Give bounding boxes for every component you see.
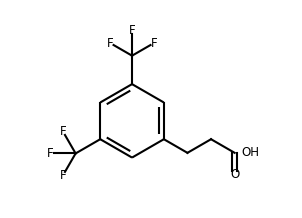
Text: F: F bbox=[150, 37, 157, 50]
Text: F: F bbox=[47, 147, 54, 160]
Text: F: F bbox=[60, 125, 66, 138]
Text: F: F bbox=[60, 169, 66, 182]
Text: O: O bbox=[230, 168, 239, 181]
Text: F: F bbox=[107, 37, 114, 50]
Text: F: F bbox=[129, 24, 135, 37]
Text: OH: OH bbox=[241, 146, 259, 159]
